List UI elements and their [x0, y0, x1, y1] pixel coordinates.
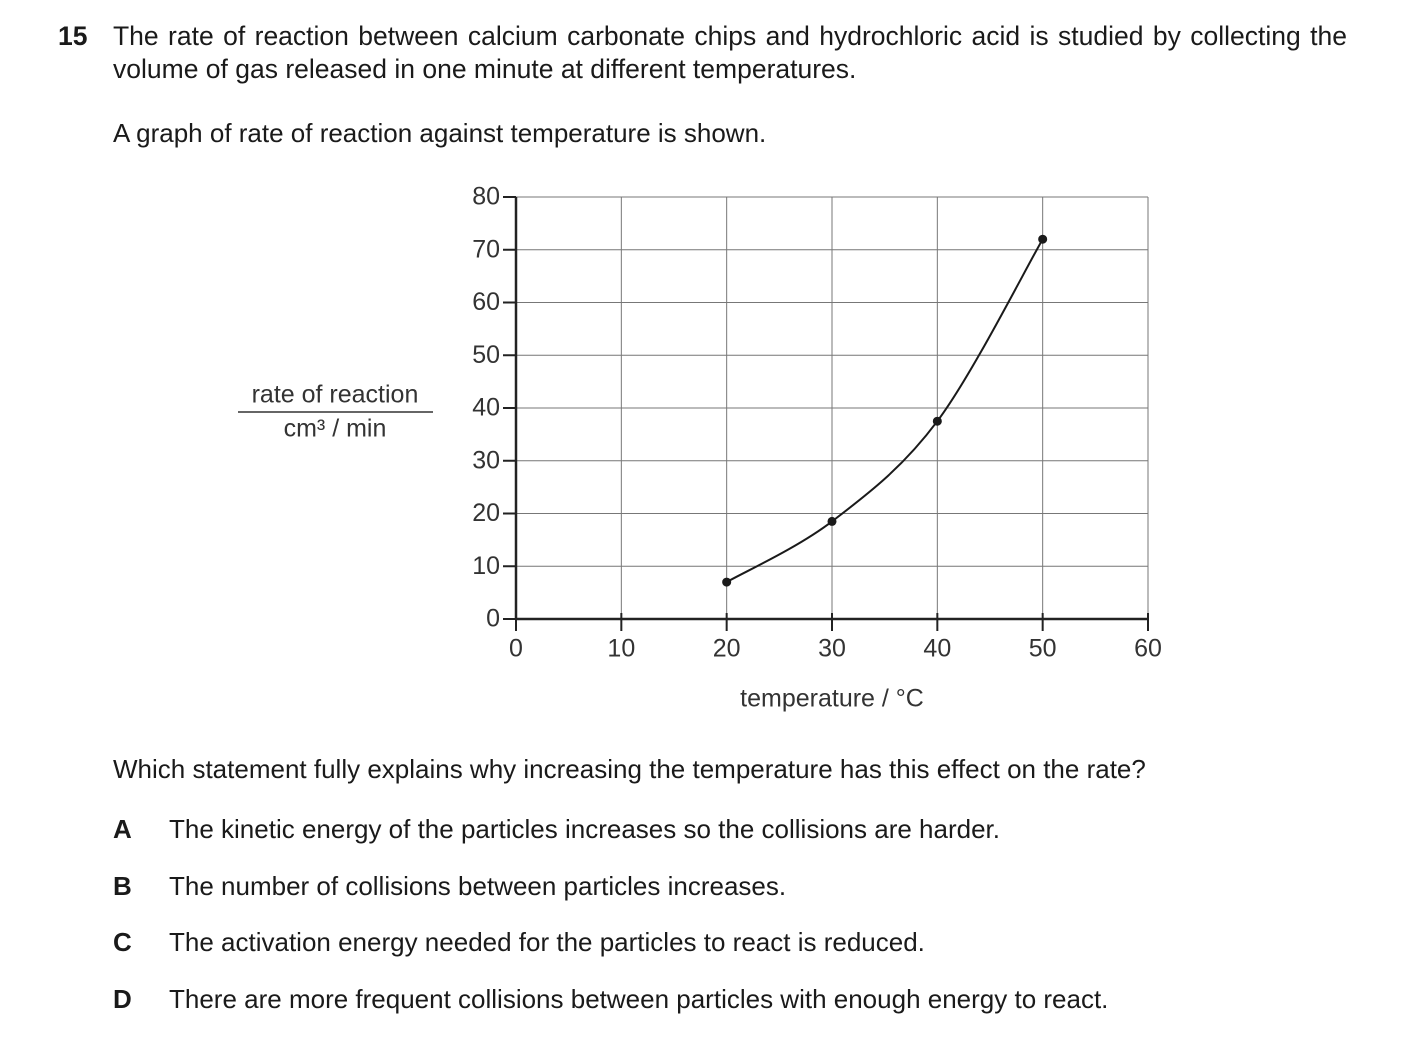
- data-point: [932, 416, 942, 426]
- x-axis-label: temperature / °C: [740, 685, 924, 713]
- y-tick-label: 40: [472, 394, 500, 422]
- x-tick-label: 30: [818, 635, 846, 663]
- data-point: [1038, 234, 1048, 244]
- y-tick-label: 80: [472, 183, 500, 211]
- option-text: There are more frequent collisions betwe…: [169, 983, 1109, 1014]
- data-point: [827, 516, 837, 526]
- y-tick-label: 10: [472, 552, 500, 580]
- x-tick-label: 20: [713, 635, 741, 663]
- x-tick-label: 50: [1029, 635, 1057, 663]
- y-tick-label: 60: [472, 288, 500, 316]
- y-axis-label: rate of reaction: [252, 381, 419, 409]
- question-text: The rate of reaction between calcium car…: [113, 21, 1347, 84]
- x-tick-label: 60: [1134, 635, 1162, 663]
- prompt: Which statement fully explains why incre…: [113, 754, 1146, 784]
- y-axis-unit: cm³ / min: [284, 415, 387, 443]
- option-text: The activation energy needed for the par…: [169, 927, 925, 957]
- option-letter: B: [113, 870, 132, 901]
- question-intro: A graph of rate of reaction against temp…: [113, 118, 767, 148]
- y-tick-label: 70: [472, 235, 500, 263]
- y-tick-label: 0: [486, 605, 500, 633]
- y-tick-label: 20: [472, 499, 500, 527]
- x-tick-label: 10: [607, 635, 635, 663]
- y-tick-label: 30: [472, 446, 500, 474]
- option-letter: A: [113, 814, 132, 844]
- question-number: 15: [58, 21, 88, 51]
- option-letter: C: [113, 927, 132, 957]
- data-point: [722, 577, 732, 587]
- option-text: The kinetic energy of the particles incr…: [169, 814, 1000, 844]
- x-tick-label: 0: [509, 635, 523, 663]
- option-text: The number of collisions between particl…: [169, 870, 787, 901]
- x-tick-label: 40: [923, 635, 951, 663]
- y-tick-label: 50: [472, 341, 500, 369]
- option-letter: D: [113, 983, 132, 1014]
- curve: [726, 238, 1044, 583]
